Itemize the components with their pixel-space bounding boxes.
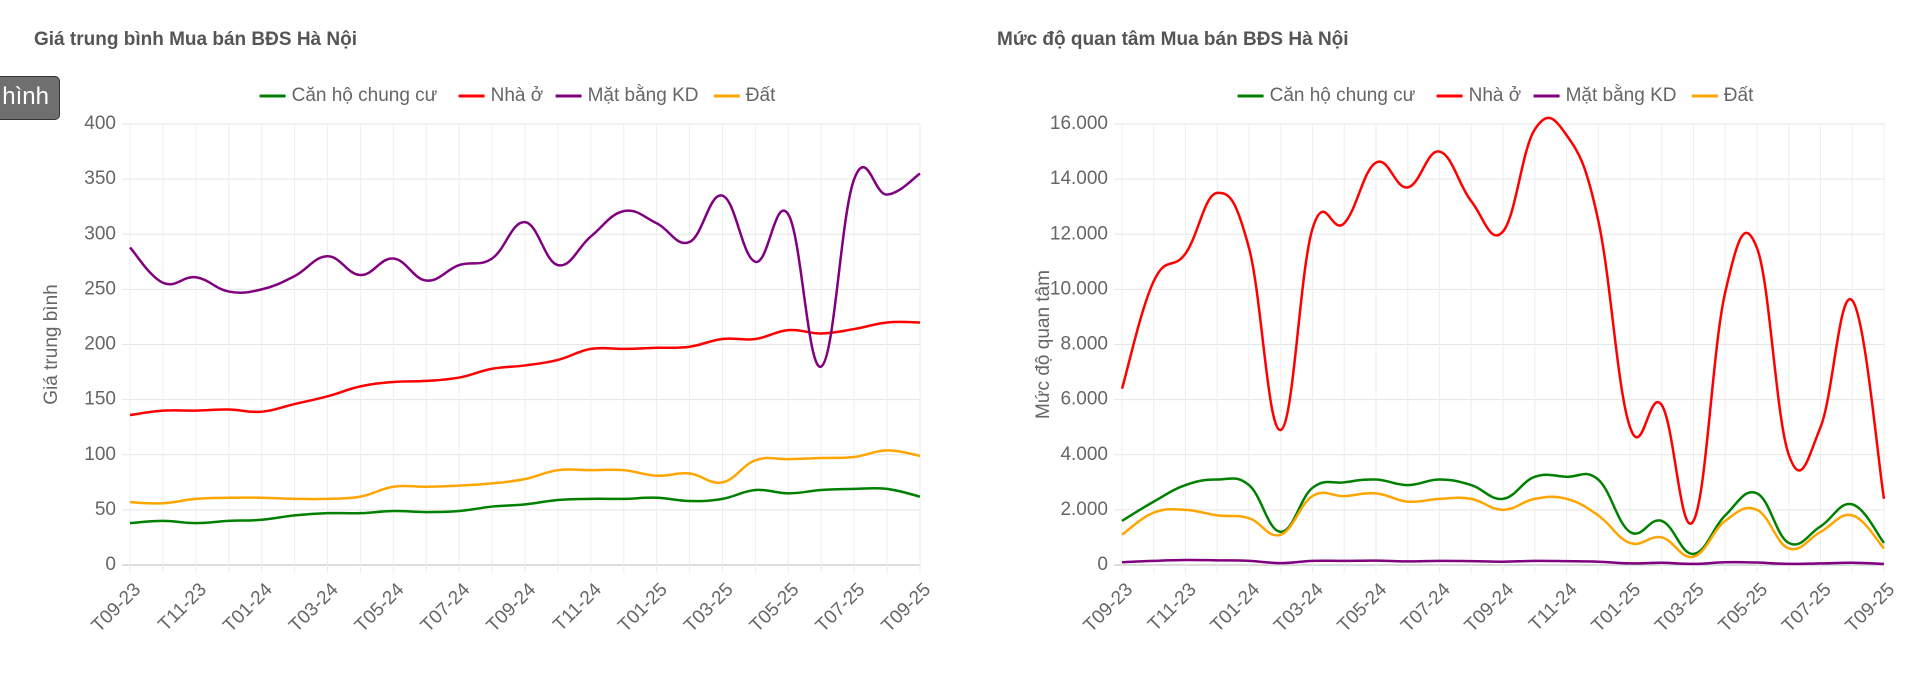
series-line (1121, 472, 1885, 556)
y-tick-label: 6.000 (1060, 389, 1108, 410)
x-tick-label: T01-25 (1588, 579, 1645, 636)
series-line (1121, 558, 1885, 566)
legend-label: Nhà ở (491, 85, 544, 106)
x-tick-label: T11-24 (549, 579, 606, 636)
y-tick-label: 14.000 (1050, 168, 1108, 189)
x-tick-label: T09-23 (1080, 579, 1137, 636)
x-tick-label: T03-25 (680, 579, 737, 636)
x-tick-label: T09-24 (1461, 579, 1519, 637)
y-tick-label: 350 (84, 168, 116, 189)
y-tick-label: 200 (84, 334, 116, 355)
x-tick-label: T05-24 (1334, 579, 1392, 637)
legend-label: Mặt bằng KD (588, 84, 699, 106)
x-tick-label: T03-24 (1270, 579, 1328, 637)
legend-label: Mặt bằng KD (1566, 84, 1677, 106)
legend-label: Căn hộ chung cư (1270, 85, 1416, 106)
x-tick-label: T11-23 (1144, 579, 1200, 635)
y-tick-label: 10.000 (1050, 278, 1108, 299)
x-tick-label: T11-23 (154, 579, 210, 635)
legend: Căn hộ chung cư Nhà ở Mặt bằng KD Đất (259, 84, 776, 106)
series-line (129, 165, 921, 368)
x-tick-label: T07-25 (812, 579, 869, 636)
y-tick-label: 4.000 (1060, 444, 1108, 465)
series-line (1120, 116, 1886, 525)
y-tick-label: 50 (95, 499, 116, 520)
x-tick-label: T05-24 (351, 579, 409, 637)
x-tick-label: T01-24 (1207, 579, 1265, 637)
x-tick-label: T09-24 (483, 579, 541, 637)
y-axis-title: Mức độ quan tâm (1033, 270, 1054, 419)
x-tick-label: T01-24 (219, 579, 277, 637)
y-tick-label: 400 (84, 113, 116, 134)
y-axis-title: Giá trung bình (41, 284, 62, 404)
legend-label: Đất (746, 85, 776, 106)
button[interactable]: hình (0, 76, 60, 120)
x-tick-label: T07-24 (417, 579, 475, 637)
legend-label: Đất (1724, 85, 1754, 106)
x-tick-label: T11-24 (1525, 579, 1582, 636)
chart-title: Giá trung bình Mua bán BĐS Hà Nội (34, 29, 357, 50)
x-tick-label: T07-25 (1778, 579, 1835, 636)
x-tick-label: T01-25 (614, 579, 671, 636)
x-tick-label: T09-23 (88, 579, 145, 636)
y-tick-label: 0 (105, 554, 116, 575)
x-tick-label: T09-25 (1842, 579, 1899, 636)
y-tick-label: 100 (84, 444, 116, 465)
y-tick-label: 0 (1097, 554, 1108, 575)
x-tick-label: T05-25 (1715, 579, 1772, 636)
series-line (129, 486, 921, 525)
y-tick-label: 8.000 (1060, 334, 1108, 355)
legend-label: Căn hộ chung cư (292, 85, 438, 106)
chart-title: Mức độ quan tâm Mua bán BĐS Hà Nội (997, 29, 1349, 50)
x-tick-label: T09-25 (878, 579, 935, 636)
y-tick-label: 16.000 (1050, 113, 1108, 134)
series-line (129, 320, 921, 417)
x-tick-label: T03-24 (285, 579, 343, 637)
series-line (1121, 491, 1885, 559)
y-tick-label: 300 (84, 223, 116, 244)
x-tick-label: T07-24 (1397, 579, 1455, 637)
x-tick-label: T03-25 (1651, 579, 1708, 636)
y-tick-label: 2.000 (1060, 499, 1108, 520)
y-tick-label: 250 (84, 278, 116, 299)
y-tick-label: 12.000 (1050, 223, 1108, 244)
x-tick-label: T05-25 (746, 579, 803, 636)
legend-label: Nhà ở (1469, 85, 1522, 106)
legend: Căn hộ chung cư Nhà ở Mặt bằng KD Đất (1237, 84, 1754, 106)
y-tick-label: 150 (84, 389, 116, 410)
series-line (129, 449, 921, 505)
